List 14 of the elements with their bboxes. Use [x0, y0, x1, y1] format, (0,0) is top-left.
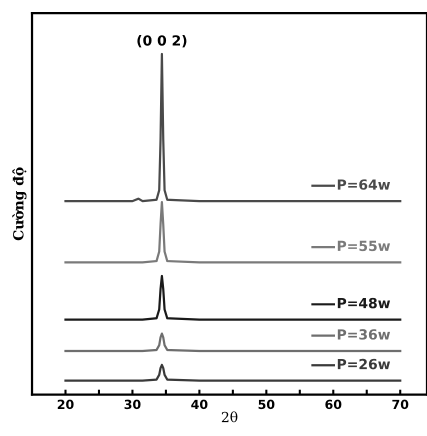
x-tick-label: 30 [124, 400, 141, 410]
annotation: (0 0 2) [137, 34, 186, 48]
legend-label: P=55w [338, 240, 390, 252]
x-axis-title: 2θ [222, 411, 238, 422]
legend-label: P=64w [338, 179, 390, 190]
x-tick-label: 60 [325, 400, 342, 410]
x-tick-label: 70 [392, 400, 408, 410]
x-tick-label: 50 [258, 400, 274, 410]
x-tick-label: 40 [191, 400, 208, 410]
x-tick-label: 20 [58, 400, 74, 410]
legend-label: P=36w [338, 329, 390, 340]
legend-label: P=26w [338, 358, 390, 370]
legend-label: P=48w [338, 298, 390, 308]
y-axis-title: Cường độ [12, 167, 26, 240]
